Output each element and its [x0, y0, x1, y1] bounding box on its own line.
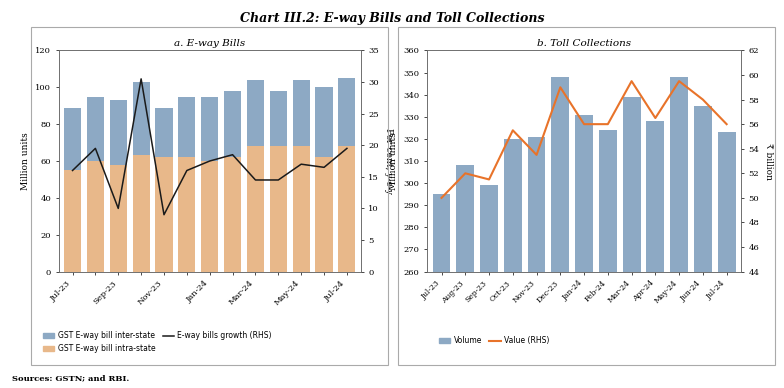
Bar [292, 80, 310, 146]
Y-axis label: ₹ billion: ₹ billion [764, 142, 773, 180]
Bar [224, 158, 241, 272]
Bar [110, 165, 127, 272]
Bar [339, 146, 355, 272]
Bar [670, 77, 688, 388]
Bar [247, 146, 264, 272]
Bar [622, 97, 641, 388]
Y-axis label: Per cent, y-o-y: Per cent, y-o-y [384, 128, 393, 194]
Bar [575, 114, 593, 388]
Bar [456, 165, 474, 388]
Bar [292, 146, 310, 272]
Bar [224, 91, 241, 158]
Bar [694, 106, 712, 388]
Bar [315, 87, 332, 158]
Bar [551, 77, 569, 388]
Bar [87, 97, 104, 161]
Bar [178, 158, 195, 272]
Bar [155, 107, 172, 158]
Bar [64, 170, 81, 272]
Y-axis label: Million units: Million units [20, 132, 30, 190]
Text: Chart III.2: E-way Bills and Toll Collections: Chart III.2: E-way Bills and Toll Collec… [240, 12, 544, 25]
Bar [64, 107, 81, 170]
Bar [178, 97, 195, 158]
Legend: GST E-way bill inter-state, GST E-way bill intra-state, E-way bills growth (RHS): GST E-way bill inter-state, GST E-way bi… [43, 331, 272, 353]
Legend: Volume, Value (RHS): Volume, Value (RHS) [439, 336, 550, 345]
Bar [201, 97, 218, 161]
Bar [339, 78, 355, 146]
Bar [247, 80, 264, 146]
Bar [433, 194, 451, 388]
Bar [647, 121, 664, 388]
Bar [87, 161, 104, 272]
Bar [480, 185, 498, 388]
Text: Sources: GSTN; and RBI.: Sources: GSTN; and RBI. [12, 374, 129, 382]
Bar [717, 132, 735, 388]
Bar [201, 161, 218, 272]
Y-axis label: Million units: Million units [389, 132, 398, 190]
Title: b. Toll Collections: b. Toll Collections [537, 39, 631, 48]
Bar [528, 137, 546, 388]
Bar [504, 139, 521, 388]
Bar [132, 156, 150, 272]
Bar [315, 158, 332, 272]
Bar [110, 100, 127, 165]
Title: a. E-way Bills: a. E-way Bills [174, 39, 245, 48]
Bar [155, 158, 172, 272]
Bar [132, 82, 150, 156]
Bar [599, 130, 617, 388]
Bar [270, 91, 287, 146]
Bar [270, 146, 287, 272]
